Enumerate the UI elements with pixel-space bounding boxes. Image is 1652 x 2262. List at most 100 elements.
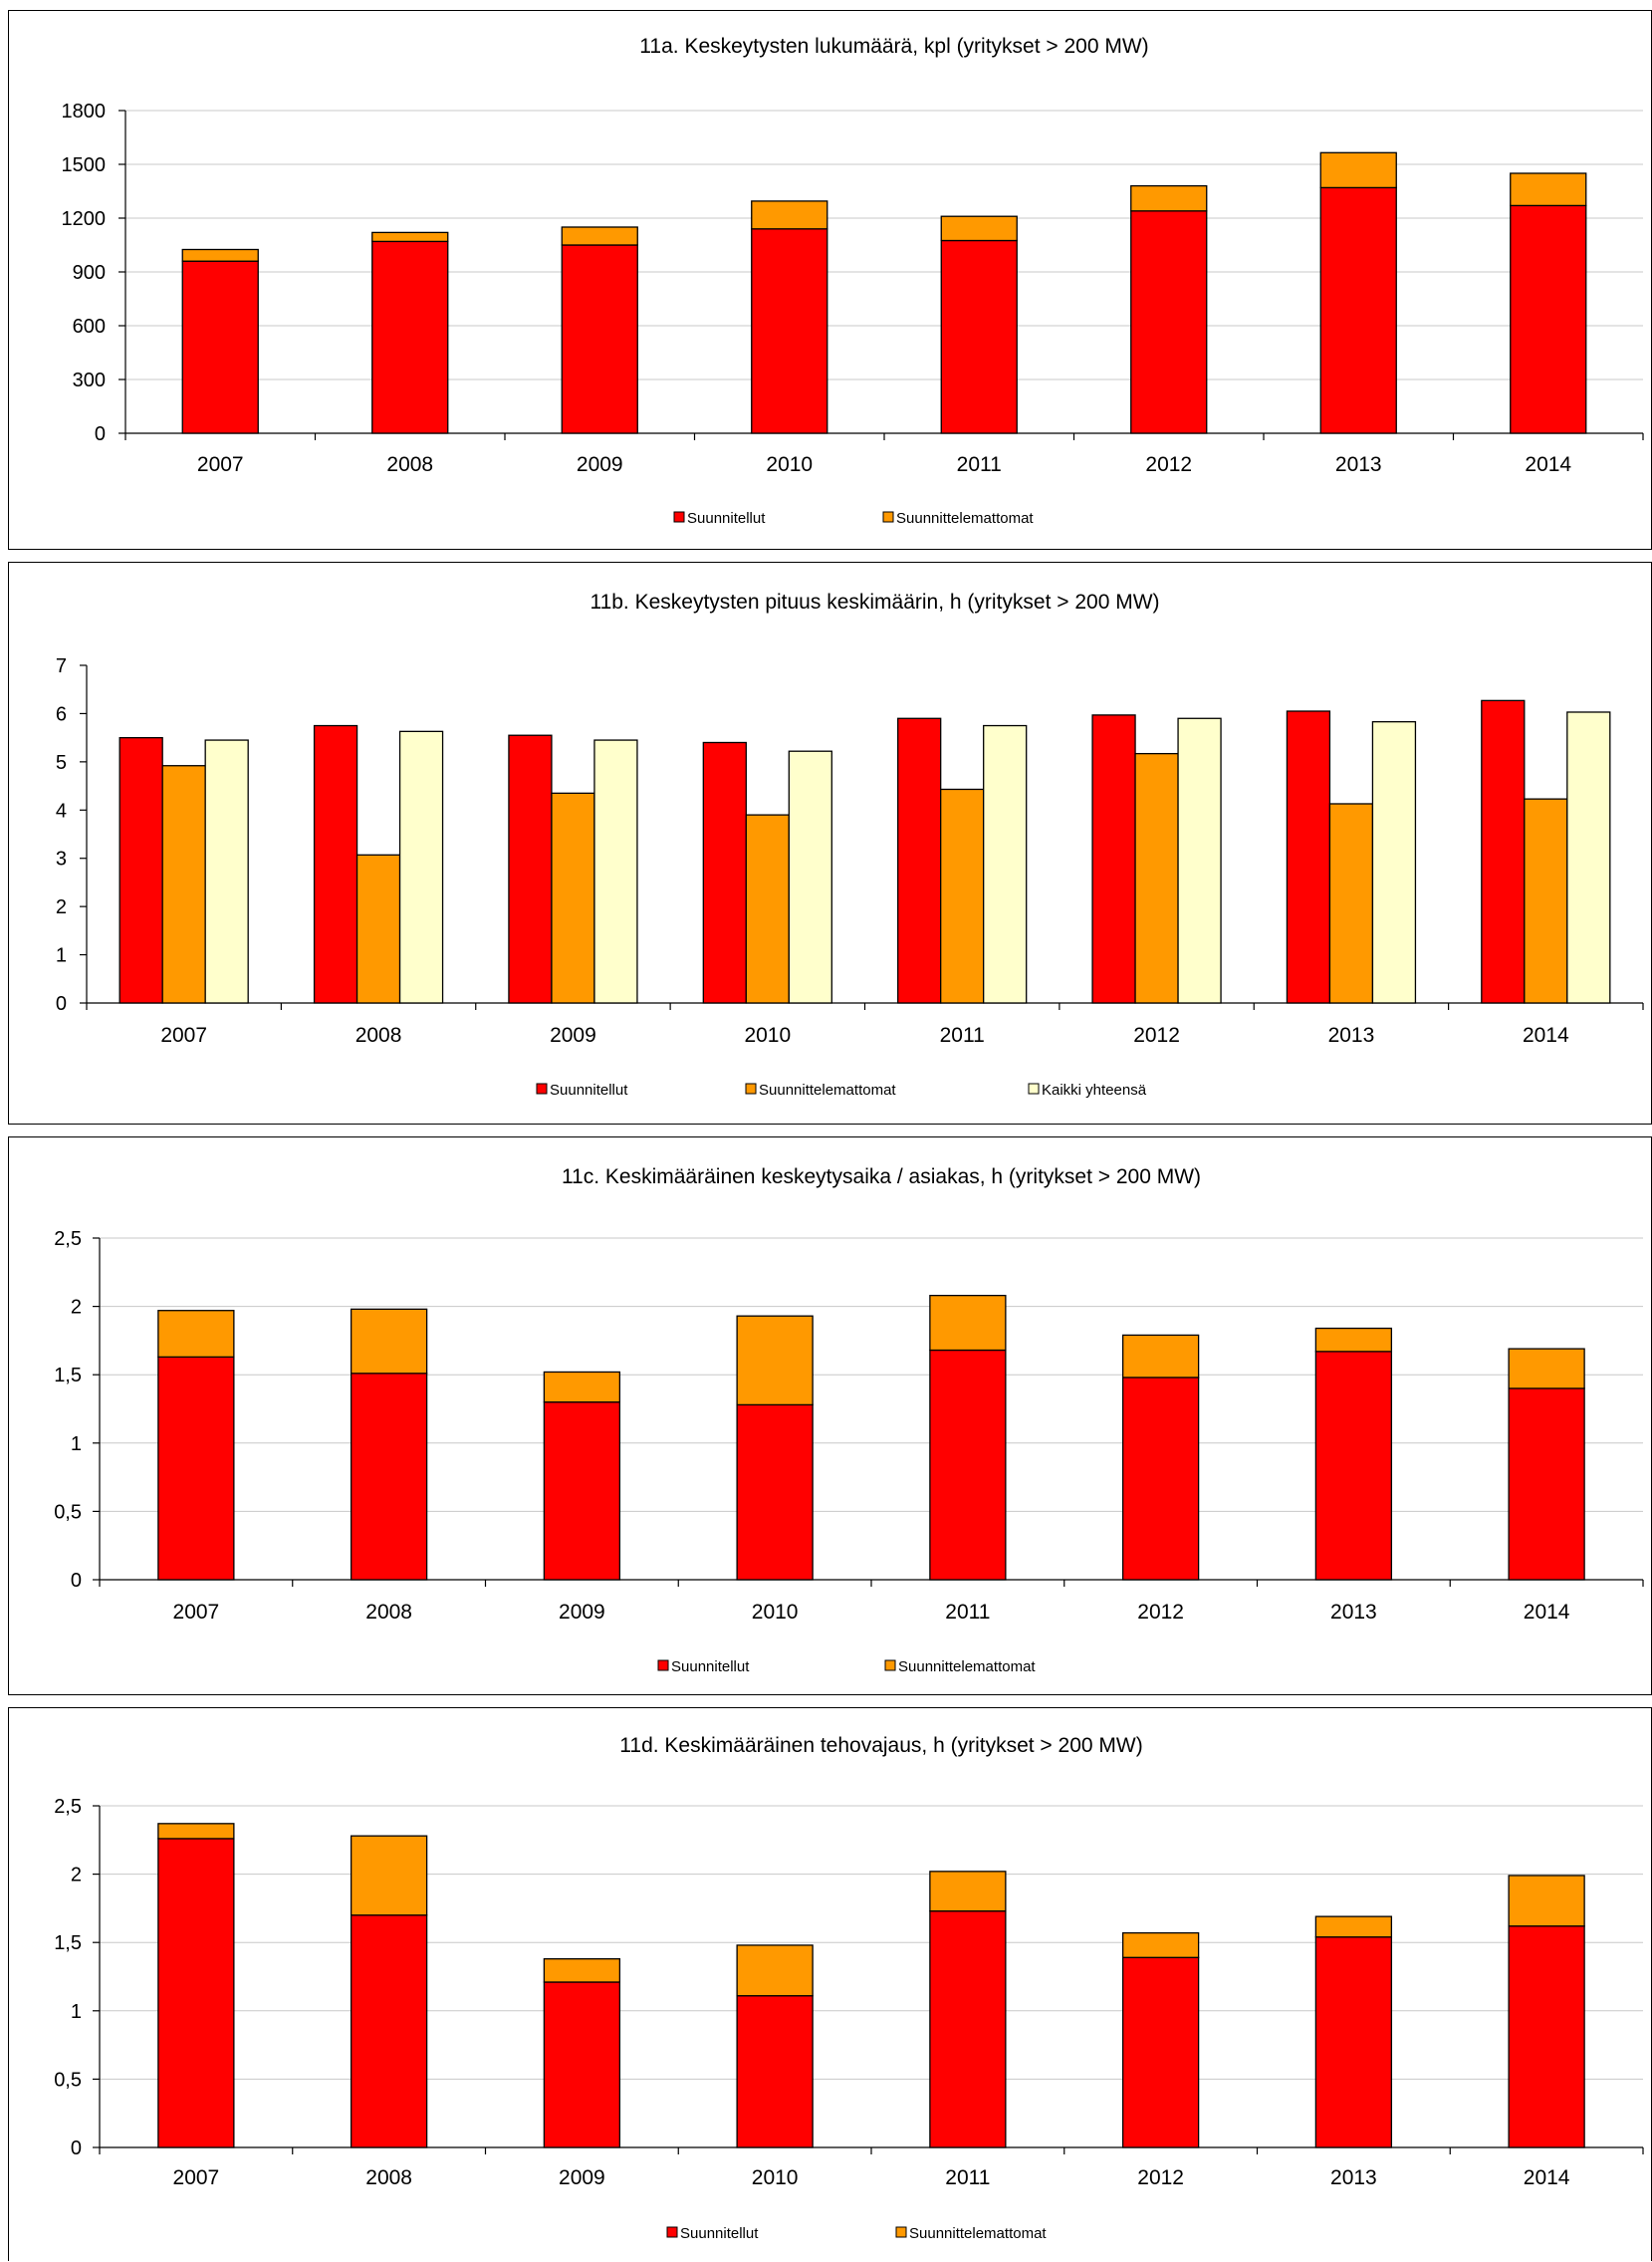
legend-label: Suunnitellut (680, 2225, 759, 2242)
bar-suunnittelemattomat (1524, 798, 1568, 1004)
x-tick-label: 2008 (365, 1601, 412, 1624)
legend-label: Suunnitellut (671, 1658, 750, 1675)
legend-label: Kaikki yhteensä (1042, 1082, 1147, 1099)
bar-suunnittelemattomat (929, 1294, 1007, 1352)
bar-suunnittelemattomat (161, 765, 206, 1004)
legend-swatch (745, 1083, 757, 1095)
x-tick-label: 2013 (1328, 1024, 1375, 1047)
bar-suunnitellut (929, 1349, 1007, 1581)
y-tick-label: 1 (71, 1433, 82, 1455)
y-tick-label: 0,5 (54, 1501, 82, 1523)
bar-suunnittelemattomat (1328, 803, 1374, 1004)
bar-suunnitellut (118, 736, 163, 1004)
bar-suunnittelemattomat (350, 1308, 428, 1375)
bar-suunnittelemattomat (1508, 1875, 1585, 1927)
y-tick-label: 0,5 (54, 2069, 82, 2091)
bar-suunnittelemattomat (1314, 1327, 1393, 1353)
bar-suunnittelemattomat (1508, 1348, 1585, 1389)
bar-suunnittelemattomat (350, 1835, 428, 1916)
y-tick-label: 1200 (62, 208, 107, 230)
chart-11c: 11c. Keskimääräinen keskeytysaika / asia… (54, 1165, 1644, 1675)
bar-suunnitellut (1314, 1351, 1393, 1581)
x-tick-label: 2011 (940, 1024, 985, 1047)
bar-suunnitellut (1130, 210, 1208, 434)
bar-suunnitellut (157, 1356, 235, 1581)
bar-suunnittelemattomat (543, 1371, 621, 1403)
bar-suunnittelemattomat (1134, 752, 1179, 1004)
x-tick-label: 2009 (559, 1601, 605, 1624)
bar-suunnitellut (1121, 1377, 1200, 1581)
x-tick-label: 2011 (945, 2166, 990, 2189)
bar-suunnitellut (1508, 1925, 1585, 2148)
x-tick-label: 2014 (1523, 1024, 1569, 1047)
y-tick-label: 7 (56, 655, 67, 677)
bar-kaikki-yhteensä (1177, 717, 1222, 1004)
y-tick-label: 900 (73, 262, 106, 284)
x-tick-label: 2012 (1137, 2166, 1184, 2189)
x-tick-label: 2012 (1145, 453, 1192, 476)
bar-suunnittelemattomat (751, 200, 828, 230)
x-tick-label: 2011 (957, 453, 1002, 476)
bar-suunnitellut (1121, 1956, 1200, 2148)
bar-suunnittelemattomat (157, 1310, 235, 1359)
bar-suunnitellut (1510, 204, 1587, 434)
chart-title: 11c. Keskimääräinen keskeytysaika / asia… (562, 1165, 1201, 1188)
chart-11a: 11a. Keskeytysten lukumäärä, kpl (yrityk… (62, 35, 1644, 527)
chart-11b: 11b. Keskeytysten pituus keskimäärin, h … (56, 591, 1644, 1099)
x-tick-label: 2007 (160, 1024, 207, 1047)
legend-label: Suunnittelemattomat (909, 2225, 1047, 2242)
bar-suunnitellut (702, 741, 747, 1004)
x-tick-label: 2014 (1524, 2166, 1570, 2189)
y-tick-label: 600 (73, 316, 106, 338)
legend-swatch (536, 1083, 548, 1095)
y-tick-label: 2,5 (54, 1796, 82, 1818)
x-tick-label: 2012 (1137, 1601, 1184, 1624)
bar-suunnittelemattomat (561, 226, 638, 246)
y-tick-label: 0 (56, 993, 67, 1015)
x-tick-label: 2009 (550, 1024, 596, 1047)
bar-suunnitellut (157, 1838, 235, 2148)
chart-title: 11a. Keskeytysten lukumäärä, kpl (yrityk… (639, 35, 1148, 58)
x-tick-label: 2007 (173, 1601, 220, 1624)
bar-suunnitellut (543, 1400, 621, 1581)
legend-label: Suunnittelemattomat (759, 1082, 896, 1099)
x-tick-label: 2010 (766, 453, 813, 476)
x-tick-label: 2007 (173, 2166, 220, 2189)
x-tick-label: 2010 (752, 1601, 799, 1624)
y-tick-label: 1500 (62, 154, 107, 176)
x-tick-label: 2008 (355, 1024, 402, 1047)
y-tick-label: 2 (71, 1297, 82, 1319)
legend-swatch (882, 511, 894, 523)
bar-suunnitellut (736, 1995, 814, 2148)
x-tick-label: 2012 (1133, 1024, 1180, 1047)
y-tick-label: 0 (95, 423, 106, 445)
bar-suunnitellut (929, 1909, 1007, 2148)
bar-suunnittelemattomat (736, 1315, 814, 1406)
y-tick-label: 2,5 (54, 1228, 82, 1250)
legend-label: Suunnitellut (687, 510, 766, 527)
x-tick-label: 2007 (197, 453, 244, 476)
bar-kaikki-yhteensä (983, 724, 1028, 1004)
bar-kaikki-yhteensä (788, 750, 832, 1004)
x-tick-label: 2013 (1335, 453, 1382, 476)
bar-suunnitellut (1314, 1936, 1393, 2148)
legend-swatch (884, 1659, 896, 1671)
bar-suunnittelemattomat (543, 1958, 621, 1983)
bar-suunnitellut (1286, 710, 1331, 1004)
y-tick-label: 5 (56, 752, 67, 774)
x-tick-label: 2013 (1330, 2166, 1377, 2189)
x-tick-label: 2011 (945, 1601, 990, 1624)
chart-panel-11c: 11c. Keskimääräinen keskeytysaika / asia… (8, 1136, 1652, 1695)
bar-kaikki-yhteensä (593, 739, 638, 1004)
bar-suunnitellut (350, 1914, 428, 2148)
bar-suunnitellut (350, 1373, 428, 1581)
chart-panel-11a: 11a. Keskeytysten lukumäärä, kpl (yrityk… (8, 10, 1652, 550)
bar-suunnitellut (751, 228, 828, 434)
x-tick-label: 2010 (752, 2166, 799, 2189)
legend-swatch (673, 511, 685, 523)
y-tick-label: 0 (71, 1570, 82, 1592)
legend-swatch (895, 2226, 907, 2238)
bar-suunnittelemattomat (551, 792, 595, 1004)
chart-title: 11d. Keskimääräinen tehovajaus, h (yrity… (619, 1734, 1142, 1757)
bar-suunnittelemattomat (1121, 1931, 1200, 1958)
